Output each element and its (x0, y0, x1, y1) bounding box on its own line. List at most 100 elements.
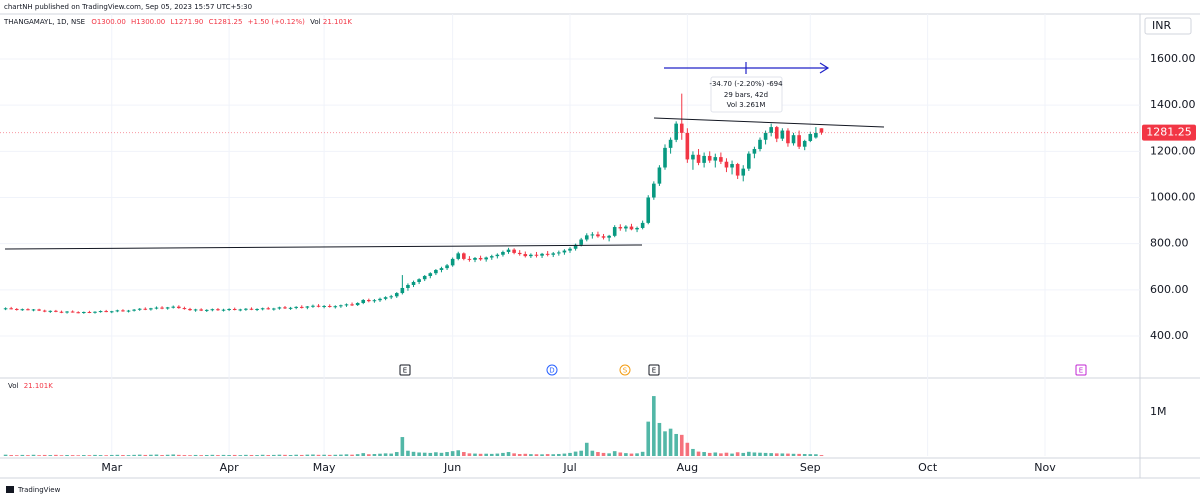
candle-body (562, 250, 567, 253)
volume-bar (489, 453, 494, 456)
candle-body (607, 235, 611, 238)
event-marker[interactable] (546, 364, 558, 376)
trendline[interactable] (4, 244, 643, 250)
candle-body (54, 310, 58, 312)
candle-body (411, 281, 416, 285)
volume-bar (814, 454, 818, 456)
candle-body (724, 161, 729, 168)
grid (0, 14, 1140, 456)
candle-body (394, 293, 399, 297)
candle-body (769, 127, 773, 133)
volume-bar (367, 454, 371, 456)
candle-body (367, 299, 371, 302)
volume-bar (137, 454, 142, 456)
candle-body (702, 155, 706, 163)
volume-bar (288, 454, 293, 456)
candle-body (456, 253, 461, 259)
volume-bar (193, 454, 198, 456)
volume-bar (65, 454, 69, 456)
candle-body (590, 234, 595, 236)
candle-body (780, 130, 785, 139)
event-label: D (549, 367, 554, 375)
candle-body (383, 297, 388, 299)
last-price-box (1142, 124, 1196, 141)
candle-body (333, 306, 338, 308)
candle-body (232, 308, 237, 310)
candle-body (679, 123, 684, 133)
volume-bar (724, 452, 729, 456)
volume-bar (216, 455, 220, 456)
volume-bar (70, 455, 75, 456)
x-tick-label: Oct (918, 461, 938, 474)
candle-body (87, 311, 92, 313)
volume-bar (400, 437, 405, 456)
volume-bar (445, 452, 449, 456)
volume-bar (182, 455, 187, 456)
volume-bar (557, 453, 561, 456)
volume-bar (691, 448, 695, 456)
candle-body (255, 308, 259, 310)
volume-bar (791, 453, 796, 456)
volume-bar (808, 454, 813, 456)
volume-bar (37, 455, 41, 456)
volume-bar (579, 450, 583, 456)
candle-body (434, 269, 438, 274)
candle-body (305, 306, 310, 308)
volume-bar (93, 454, 97, 456)
currency-box[interactable] (1144, 17, 1192, 35)
volume-bar (450, 451, 455, 456)
volume-bar (294, 454, 298, 456)
candle-body (439, 268, 444, 270)
candle-body (406, 284, 410, 288)
volume-bar (657, 422, 662, 456)
event-marker[interactable] (648, 364, 660, 376)
volume-bar (316, 454, 321, 456)
volume-bar (646, 421, 651, 456)
volume-bar (741, 452, 746, 456)
volume-bar (406, 450, 410, 456)
volume-bar (199, 455, 203, 456)
x-tick-label: Nov (1034, 461, 1056, 474)
event-marker[interactable] (619, 364, 631, 376)
arrow-head (819, 62, 830, 74)
volume-bar (54, 454, 58, 456)
volume-bar (42, 454, 47, 456)
volume-bar (590, 450, 595, 456)
x-tick-label: May (313, 461, 336, 474)
volume-bar (76, 455, 81, 456)
volume-bar (652, 396, 656, 456)
volume-bar (685, 442, 690, 456)
volume-bar (668, 428, 673, 456)
volume-bar (98, 455, 103, 456)
event-marker[interactable] (399, 364, 411, 376)
candle-body (137, 308, 142, 310)
volume-bar (719, 453, 723, 456)
volume-bar (322, 454, 326, 456)
volume-bar (713, 452, 718, 456)
candle-body (612, 227, 617, 236)
candle-body (635, 227, 639, 230)
event-marker[interactable] (1075, 364, 1087, 376)
volume-value: 21.101K (323, 18, 352, 26)
event-label: S (623, 367, 628, 375)
volume-bar (523, 453, 528, 456)
volume-bar (272, 454, 276, 456)
volume-bar (707, 452, 712, 456)
trendline[interactable] (653, 117, 885, 128)
volume-bar (663, 431, 667, 456)
volume-bar (327, 454, 332, 456)
volume-bar (551, 454, 556, 456)
candle-body (506, 249, 511, 252)
candle-body (355, 302, 360, 306)
candle-body (540, 253, 544, 256)
volume-bar (674, 433, 678, 456)
candle-body (3, 308, 8, 310)
volume-bar (456, 450, 461, 456)
candle-body (204, 309, 209, 311)
volume-bar (584, 442, 589, 456)
candle-body (294, 306, 298, 308)
candle-body (350, 304, 354, 306)
candle-body (149, 308, 153, 310)
